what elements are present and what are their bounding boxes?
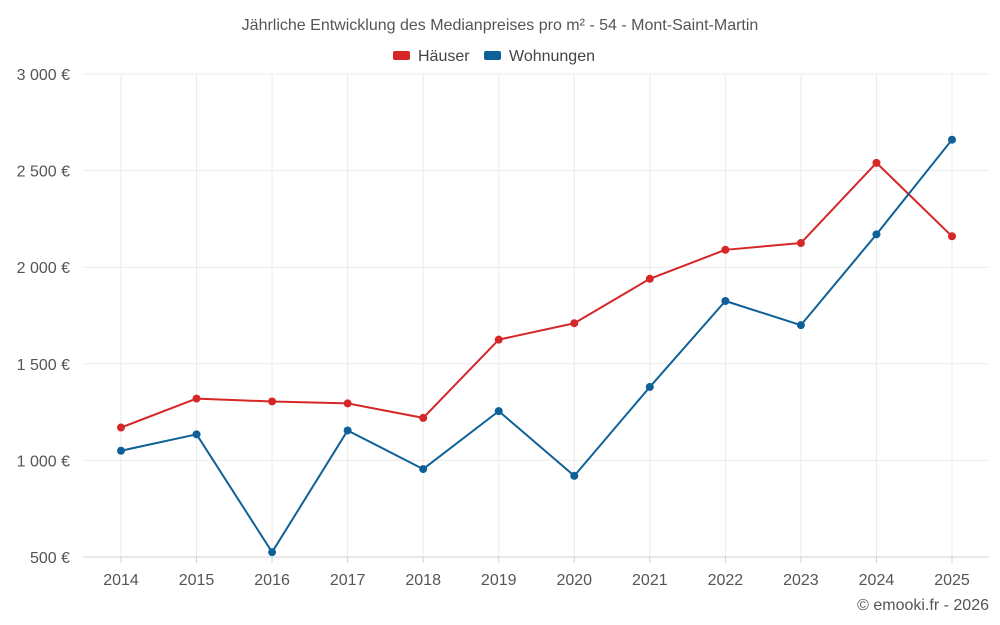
legend-label: Wohnungen [509,48,595,65]
legend-item[interactable]: Wohnungen [484,48,595,65]
y-tick-label: 1 000 € [17,453,70,470]
x-tick-label: 2017 [330,572,366,589]
x-tick-label: 2016 [254,572,290,589]
x-tick-label: 2019 [481,572,517,589]
x-tick-label: 2015 [179,572,215,589]
data-point[interactable] [570,319,579,328]
chart-title: Jährliche Entwicklung des Medianpreises … [242,17,759,34]
legend[interactable]: Häuser Wohnungen [393,48,595,65]
series-häuser [117,158,956,432]
series-wohnungen [117,135,956,557]
data-point[interactable] [268,548,277,557]
data-point[interactable] [872,158,881,167]
data-point[interactable] [419,413,428,422]
data-point[interactable] [645,382,654,391]
data-point[interactable] [343,399,352,408]
legend-item[interactable]: Häuser [393,48,470,65]
data-point[interactable] [419,465,428,474]
x-tick-label: 2020 [556,572,592,589]
series-layer [117,135,956,557]
data-point[interactable] [796,239,805,248]
legend-swatch [484,51,501,60]
y-tick-label: 500 € [30,550,70,567]
legend-label: Häuser [418,48,470,65]
data-point[interactable] [645,274,654,283]
x-tick-label: 2024 [859,572,895,589]
data-point[interactable] [343,426,352,435]
x-tick-label: 2014 [103,572,139,589]
data-point[interactable] [192,430,201,439]
y-tick-label: 2 000 € [17,260,70,277]
x-tick-label: 2021 [632,572,668,589]
data-point[interactable] [494,335,503,344]
data-point[interactable] [117,423,125,432]
data-point[interactable] [117,446,125,455]
data-point[interactable] [494,407,503,416]
legend-swatch [393,51,410,60]
data-point[interactable] [570,471,579,480]
series-line [120,161,953,429]
y-tick-label: 3 000 € [17,67,70,84]
data-point[interactable] [948,232,956,241]
x-tick-label: 2022 [708,572,744,589]
axes: 500 € 1 000 € 1 500 € 2 000 € 2 500 € 3 000 €… [17,67,989,589]
data-point[interactable] [721,297,730,306]
x-tick-label: 2018 [405,572,441,589]
x-tick-label: 2023 [783,572,819,589]
x-tick-label: 2025 [934,572,970,589]
data-point[interactable] [721,245,730,254]
data-point[interactable] [948,135,956,144]
data-point[interactable] [192,394,201,403]
data-point[interactable] [268,397,277,406]
y-tick-label: 2 500 € [17,164,70,181]
series-line [120,139,953,554]
grid [83,73,989,557]
y-tick-label: 1 500 € [17,357,70,374]
data-point[interactable] [796,321,805,330]
credit-text: © emooki.fr - 2026 [857,597,989,614]
data-point[interactable] [872,230,881,239]
